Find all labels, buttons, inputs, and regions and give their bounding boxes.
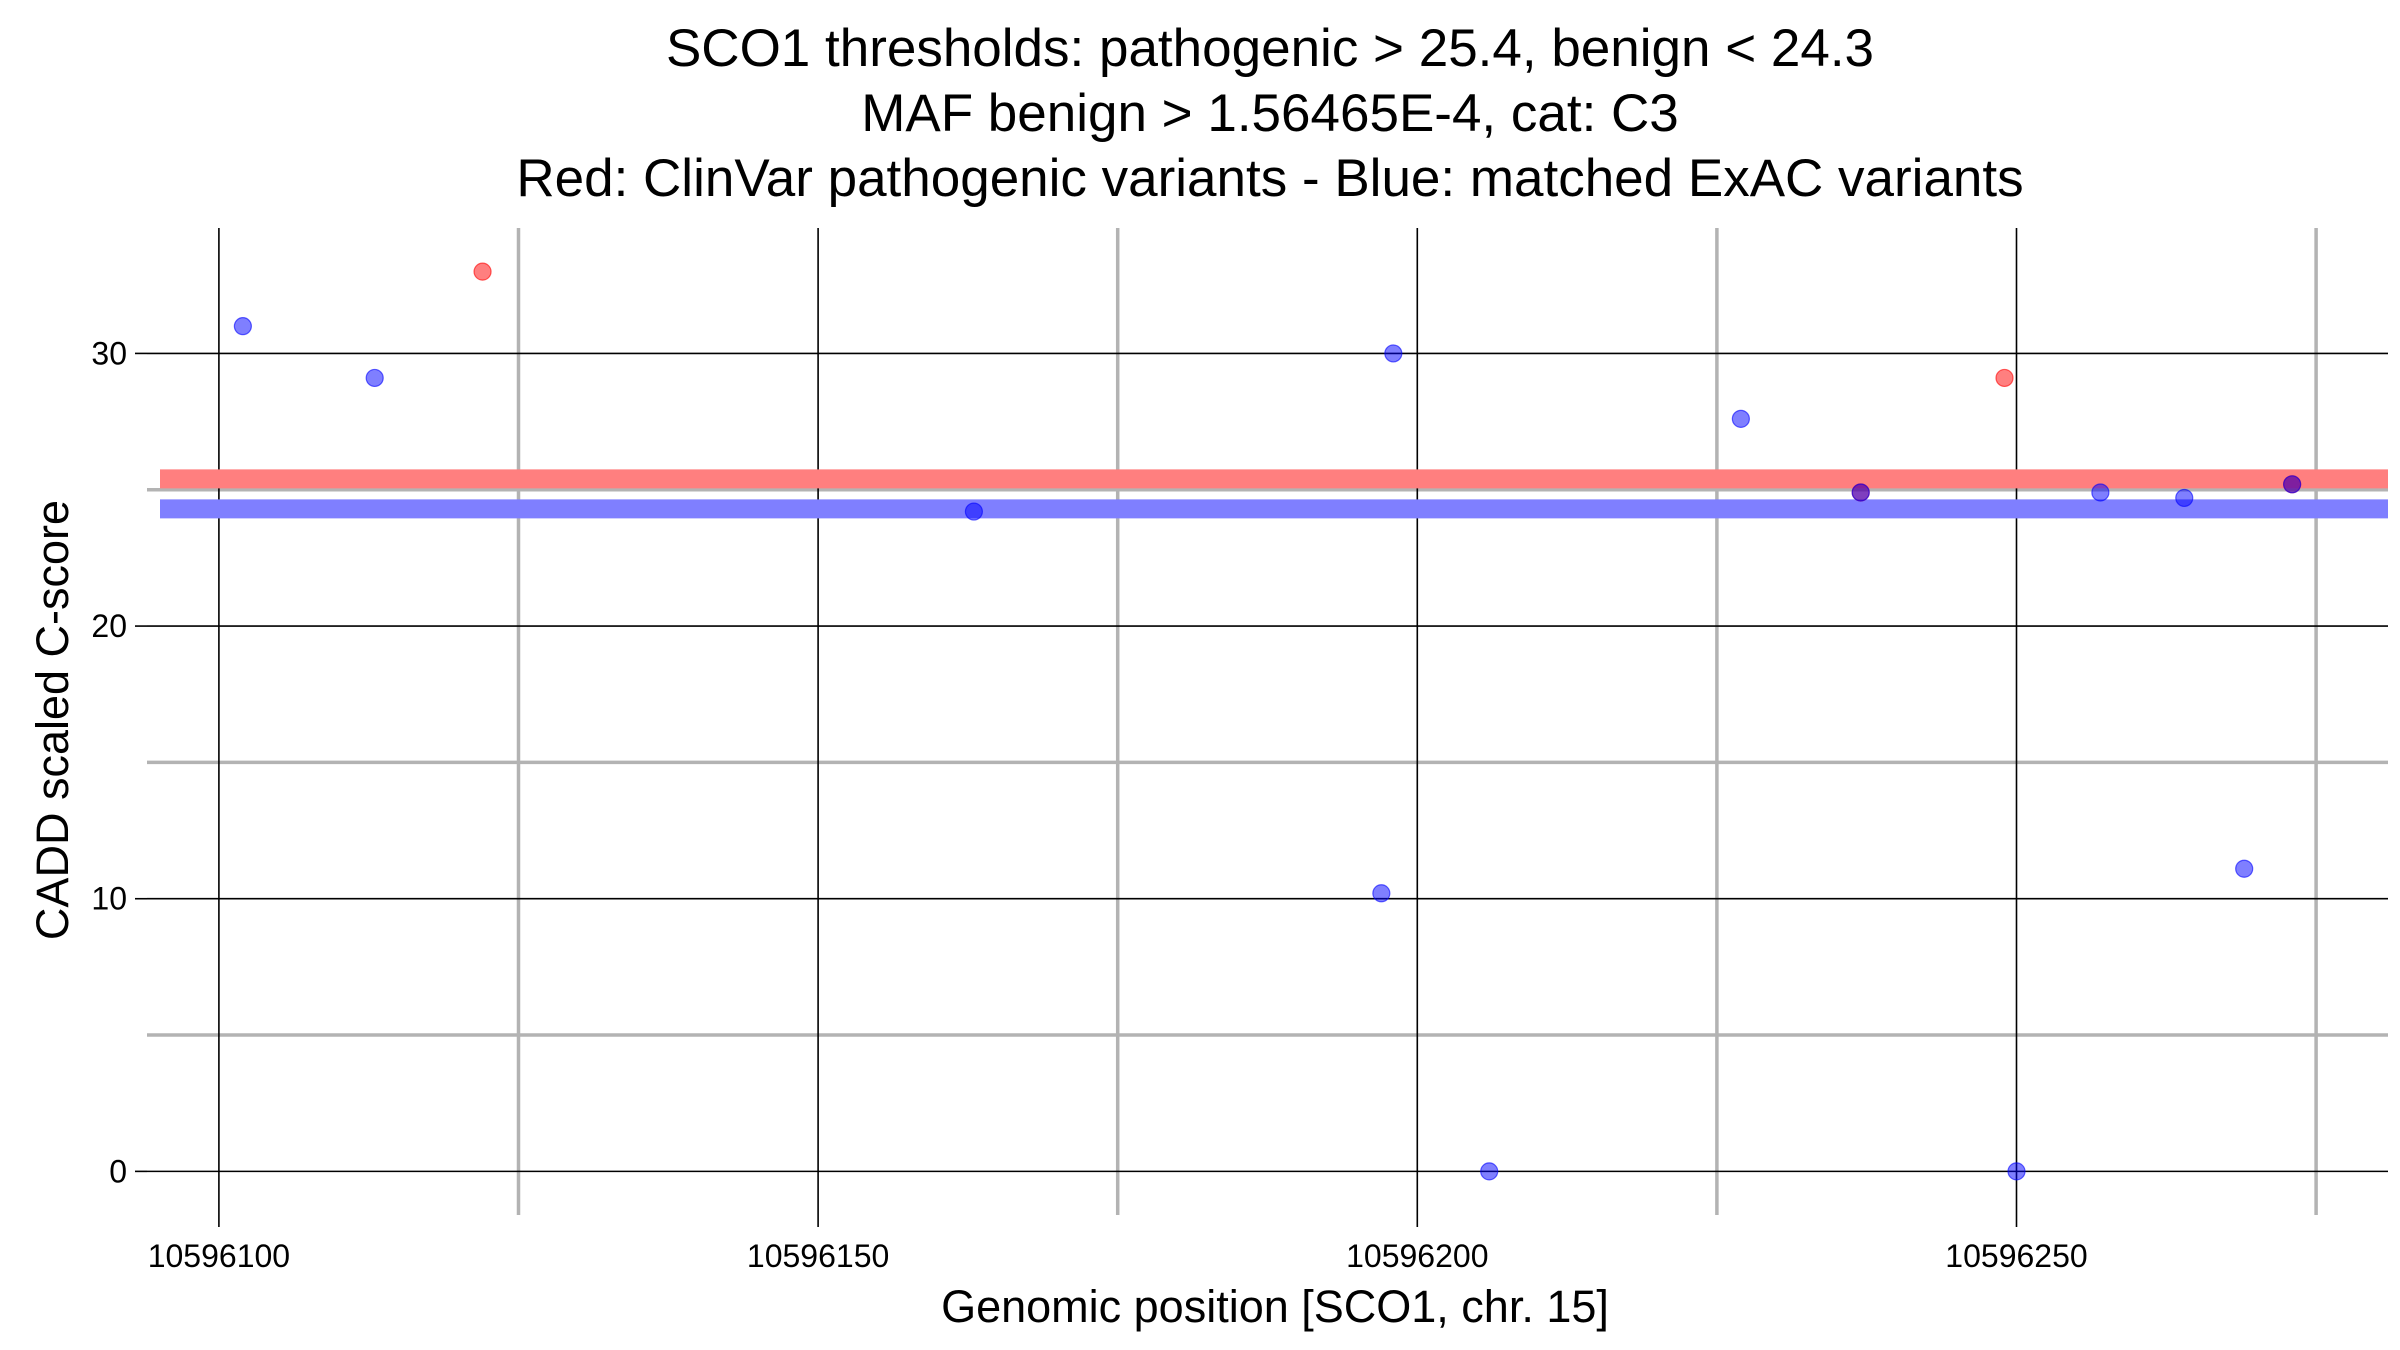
point-matched-exac-variants xyxy=(2175,488,2194,508)
y-tick-label: 0 xyxy=(109,1153,127,1189)
y-tick-label: 10 xyxy=(91,881,127,917)
point-matched-exac-variants xyxy=(2091,483,2110,502)
major-gridlines xyxy=(147,228,2388,1215)
data-points xyxy=(233,262,2302,1181)
title-line-2: MAF benign > 1.56465E-4, cat: C3 xyxy=(861,84,1679,143)
axis-ticks xyxy=(135,352,2018,1227)
x-axis-title: Genomic position [SCO1, chr. 15] xyxy=(941,1281,1609,1332)
x-tick-label: 10596250 xyxy=(1945,1238,2087,1274)
point-matched-exac-variants xyxy=(1372,884,1391,903)
point-matched-exac-variants xyxy=(233,317,252,336)
x-tick-label: 10596150 xyxy=(747,1238,889,1274)
point-clinvar-pathogenic-variants xyxy=(1995,368,2014,388)
point-matched-exac-variants xyxy=(2283,475,2302,494)
point-matched-exac-variants xyxy=(365,368,384,388)
tick-labels: 10596100 10596150 10596200 10596250 0 10 20 30 xyxy=(91,335,2087,1274)
point-matched-exac-variants xyxy=(1384,344,1403,363)
threshold-bands xyxy=(160,469,2388,519)
y-axis-title: CADD scaled C-score xyxy=(27,500,78,940)
title-line-3: Red: ClinVar pathogenic variants - Blue:… xyxy=(516,149,2023,208)
chart-title: SCO1 thresholds: pathogenic > 25.4, beni… xyxy=(516,19,2023,208)
point-matched-exac-variants xyxy=(1851,483,1870,502)
x-tick-label: 10596200 xyxy=(1346,1238,1488,1274)
title-line-1: SCO1 thresholds: pathogenic > 25.4, beni… xyxy=(666,19,1874,78)
x-tick-label: 10596100 xyxy=(148,1238,290,1274)
minor-gridlines xyxy=(147,228,2388,1215)
point-matched-exac-variants xyxy=(2235,859,2254,878)
point-matched-exac-variants xyxy=(2007,1162,2026,1181)
point-matched-exac-variants xyxy=(1731,409,1750,428)
point-clinvar-pathogenic-variants xyxy=(473,262,492,281)
y-tick-label: 30 xyxy=(91,335,127,371)
point-matched-exac-variants xyxy=(1480,1162,1499,1181)
y-tick-label: 20 xyxy=(91,608,127,644)
point-matched-exac-variants xyxy=(964,502,983,521)
